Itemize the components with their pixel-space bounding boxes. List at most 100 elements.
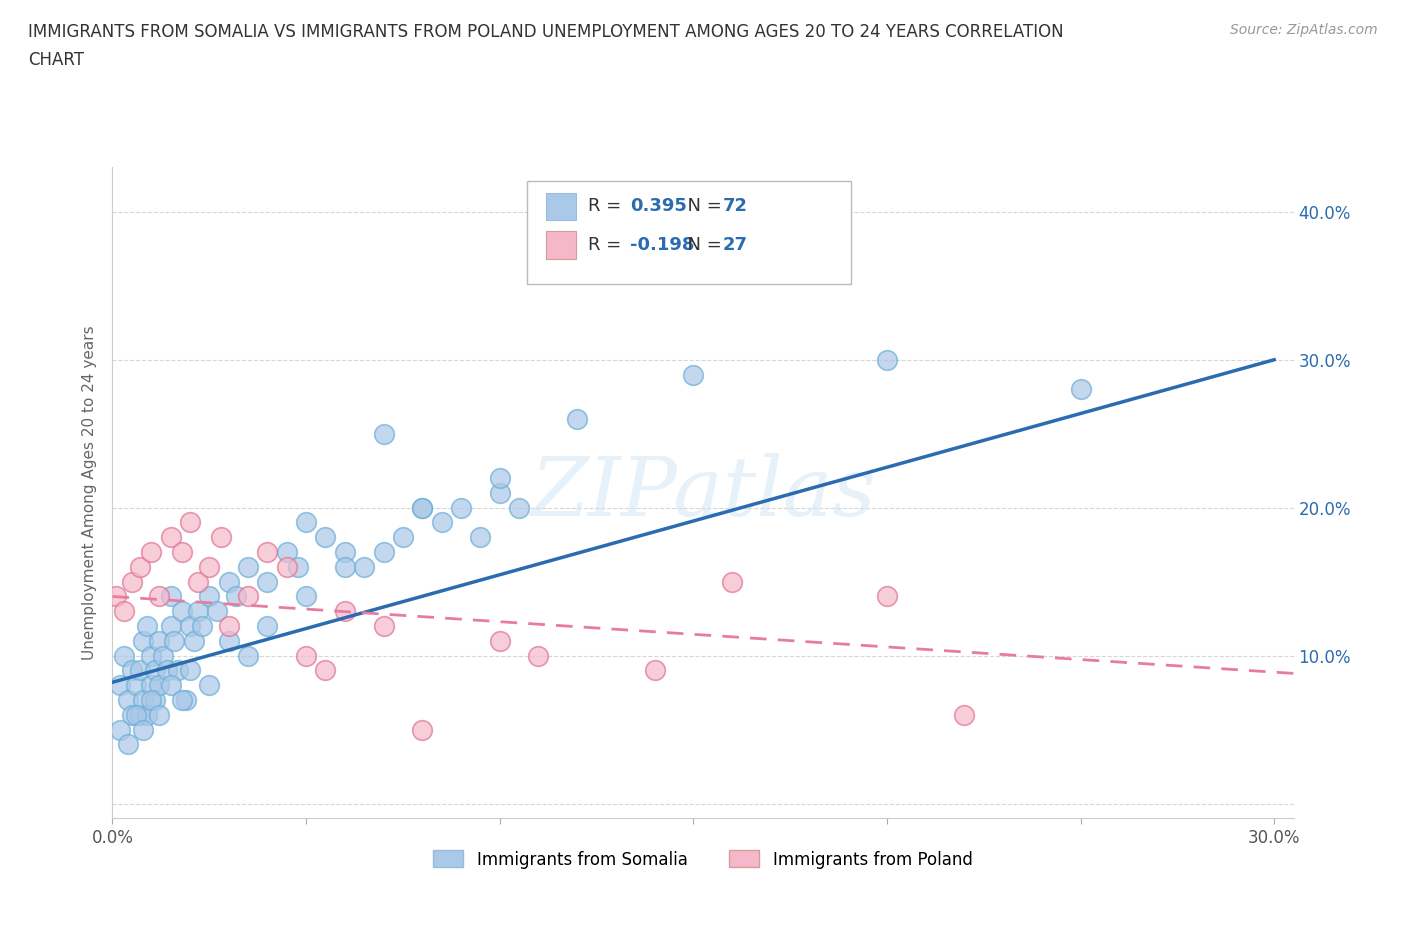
Point [121,708,143,723]
Point [159,589,181,604]
Point [125,708,148,723]
Y-axis label: Unemployment Among Ages 20 to 24 years: Unemployment Among Ages 20 to 24 years [82,326,97,660]
Point [508,500,530,515]
Point [218,633,240,648]
Point [156,663,179,678]
Point [565,411,588,426]
Point [172,604,194,618]
Point [236,589,259,604]
Point [121,574,143,589]
Point [198,560,221,575]
Point [276,560,298,575]
Point [256,618,278,633]
Point [353,560,375,575]
Point [236,648,259,663]
Point [205,604,228,618]
Point [152,648,174,663]
Point [411,500,433,515]
Point [128,663,150,678]
Point [112,648,135,663]
Text: R =: R = [588,197,627,216]
Point [174,693,197,708]
Legend: Immigrants from Somalia, Immigrants from Poland: Immigrants from Somalia, Immigrants from… [427,844,979,875]
Point [148,678,170,693]
Point [143,663,166,678]
Text: -0.198: -0.198 [630,235,695,254]
Text: N =: N = [676,235,728,254]
Point [148,708,170,723]
Point [159,678,181,693]
Point [488,485,510,500]
Point [287,560,309,575]
Point [333,560,356,575]
Point [295,648,318,663]
Point [112,604,135,618]
Point [121,663,143,678]
Point [314,663,336,678]
Point [1070,382,1092,397]
Point [187,574,209,589]
Text: 0.395: 0.395 [630,197,686,216]
Point [721,574,744,589]
Point [527,648,550,663]
Point [411,723,433,737]
Point [373,426,395,441]
Point [105,589,128,604]
Point [179,663,201,678]
Point [225,589,247,604]
Point [110,678,132,693]
Point [172,545,194,560]
Point [644,663,666,678]
Point [218,574,240,589]
Point [190,618,212,633]
Point [276,545,298,560]
Point [132,633,155,648]
Point [172,693,194,708]
Point [128,708,150,723]
Point [488,633,510,648]
Point [125,678,148,693]
Point [198,589,221,604]
Point [117,693,139,708]
Point [682,367,704,382]
Point [209,530,232,545]
Text: IMMIGRANTS FROM SOMALIA VS IMMIGRANTS FROM POLAND UNEMPLOYMENT AMONG AGES 20 TO : IMMIGRANTS FROM SOMALIA VS IMMIGRANTS FR… [28,23,1064,41]
Text: 72: 72 [723,197,748,216]
Point [117,737,139,751]
Point [163,633,186,648]
Text: ZIPatlas: ZIPatlas [530,453,876,533]
Point [392,530,415,545]
Point [373,545,395,560]
Point [141,693,163,708]
Point [187,604,209,618]
Point [141,545,163,560]
Point [159,618,181,633]
Text: CHART: CHART [28,51,84,69]
Point [132,723,155,737]
Point [470,530,492,545]
Point [110,723,132,737]
Point [218,618,240,633]
Point [159,530,181,545]
Point [488,471,510,485]
Point [373,618,395,633]
Point [333,604,356,618]
Point [148,633,170,648]
Point [953,708,976,723]
Point [333,545,356,560]
Point [198,678,221,693]
Point [236,560,259,575]
Point [256,574,278,589]
Point [295,589,318,604]
Point [141,648,163,663]
Text: 27: 27 [723,235,748,254]
Text: N =: N = [676,197,728,216]
Point [430,515,453,530]
Point [167,663,190,678]
Text: Source: ZipAtlas.com: Source: ZipAtlas.com [1230,23,1378,37]
Point [148,589,170,604]
Point [179,618,201,633]
Point [450,500,472,515]
Point [876,589,898,604]
Point [136,708,159,723]
